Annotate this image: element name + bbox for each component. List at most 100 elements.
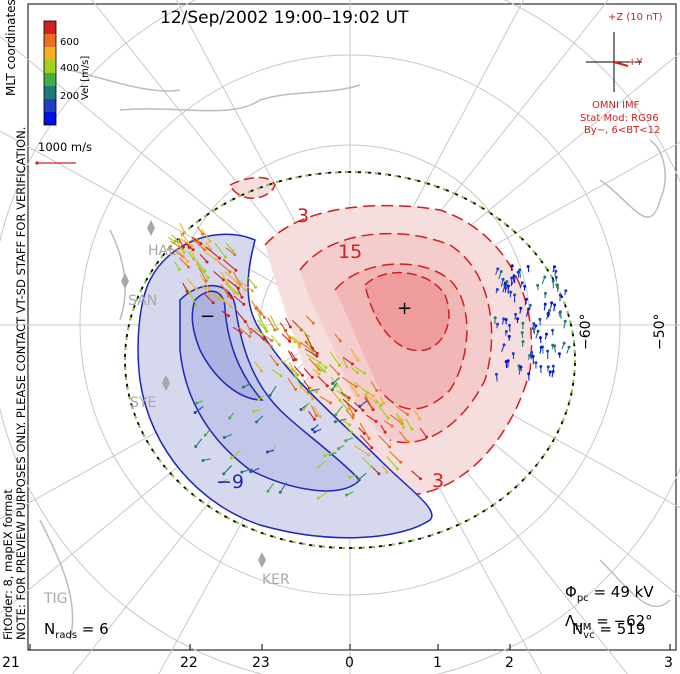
velocity-vector-origin: [222, 299, 226, 303]
velocity-vector-origin: [536, 283, 540, 287]
mlt-ticks: [29, 644, 671, 650]
velocity-vector: [336, 389, 350, 401]
velocity-vector: [253, 360, 262, 372]
velocity-vectors: [167, 222, 571, 500]
velocity-vector-origin: [395, 467, 399, 471]
velocity-vector-origin: [315, 354, 319, 358]
velocity-vector-origin: [315, 351, 319, 355]
velocity-vector-origin: [554, 269, 558, 273]
velocity-vector-origin: [379, 403, 383, 407]
velocity-vector-origin: [209, 294, 213, 298]
velocity-vector-origin: [211, 301, 215, 305]
velocity-vector-origin: [250, 289, 254, 293]
mlt-label-3: 3: [664, 655, 673, 671]
velocity-vector-origin: [543, 275, 547, 279]
velocity-vector-origin: [183, 231, 187, 235]
velocity-vector-origin: [519, 306, 523, 310]
velocity-vector: [299, 341, 314, 352]
velocity-vector: [318, 460, 327, 468]
velocity-vector-origin: [217, 297, 221, 301]
boundary-vectors: [124, 171, 576, 549]
velocity-vector-origin: [356, 358, 360, 362]
velocity-vector-origin: [504, 286, 508, 290]
velocity-vector-origin: [518, 268, 522, 272]
velocity-vector: [224, 282, 235, 294]
velocity-vector: [220, 283, 227, 292]
velocity-vector-origin: [315, 390, 319, 394]
velocity-vector-origin: [317, 372, 321, 376]
velocity-vector: [226, 282, 239, 295]
velocity-vector-origin: [507, 334, 511, 338]
velocity-vector-origin: [307, 389, 311, 393]
velocity-vector: [226, 279, 239, 289]
velocity-vector-origin: [524, 297, 528, 301]
velocity-vector-origin: [199, 242, 203, 246]
velocity-vector-origin: [252, 409, 256, 413]
velocity-vector-origin: [316, 496, 320, 500]
mlt-label-22: 22: [180, 655, 198, 671]
velocity-vector-origin: [227, 294, 231, 298]
velocity-vector-origin: [499, 269, 503, 273]
velocity-vector-origin: [528, 354, 532, 358]
velocity-vector-origin: [334, 413, 338, 417]
velocity-vector-origin: [299, 385, 303, 389]
velocity-vector: [341, 376, 357, 388]
velocity-vector: [395, 413, 405, 428]
latitude-label-60: −60°: [578, 313, 594, 350]
velocity-vector-origin: [228, 270, 232, 274]
velocity-vector-origin: [319, 368, 323, 372]
velocity-vector-origin: [243, 288, 247, 292]
mlt-label-0: 0: [345, 655, 354, 671]
velocity-vector-origin: [418, 417, 422, 421]
radar-label-sye: SYE: [130, 395, 156, 411]
velocity-vector-origin: [410, 427, 414, 431]
velocity-vector-origin: [333, 420, 337, 424]
velocity-vector-origin: [390, 424, 394, 428]
velocity-vector: [288, 362, 298, 376]
velocity-vector-origin: [234, 268, 238, 272]
velocity-vector-origin: [351, 416, 355, 420]
velocity-vector-origin: [494, 372, 498, 376]
velocity-vector: [342, 358, 348, 368]
radar-label-ker: KER: [262, 572, 290, 588]
velocity-vector: [174, 260, 180, 270]
velocity-vector: [238, 326, 251, 337]
velocity-vector: [308, 410, 315, 420]
velocity-vector-origin: [228, 416, 232, 420]
velocity-vector-origin: [357, 477, 361, 481]
velocity-vector-origin: [310, 428, 314, 432]
velocity-vector-origin: [516, 317, 520, 321]
velocity-vector-origin: [218, 256, 222, 260]
velocity-vector: [324, 451, 336, 457]
velocity-vector: [179, 222, 186, 234]
velocity-vector-origin: [511, 352, 515, 356]
velocity-vector: [364, 394, 373, 409]
velocity-vector-origin: [223, 255, 227, 259]
velocity-vector: [271, 368, 282, 377]
velocity-vector: [201, 285, 212, 296]
velocity-vector: [303, 368, 313, 378]
velocity-vector-origin: [277, 343, 281, 347]
velocity-vector-origin: [532, 327, 536, 331]
velocity-vector-origin: [382, 401, 386, 405]
velocity-vector-origin: [496, 322, 500, 326]
velocity-vector-origin: [551, 279, 555, 283]
velocity-vector: [224, 271, 238, 283]
potential-max-marker: +: [397, 298, 412, 319]
mlt-label-21: 21: [2, 655, 20, 671]
velocity-vector-origin: [356, 393, 360, 397]
velocity-vector-origin: [224, 290, 228, 294]
velocity-vector: [305, 339, 315, 355]
stat-vector-count: Nvc = 519: [572, 620, 646, 641]
velocity-vector-origin: [268, 393, 272, 397]
plot-frame: [27, 3, 677, 651]
velocity-vector-origin: [512, 276, 516, 280]
velocity-vector-origin: [550, 301, 554, 305]
velocity-vector: [267, 482, 274, 492]
velocity-vector-origin: [496, 267, 500, 271]
velocity-vector: [302, 401, 311, 410]
velocity-vector: [257, 313, 266, 329]
velocity-vector: [300, 386, 309, 394]
imf-condition: By−, 6<BT<12: [584, 125, 661, 136]
